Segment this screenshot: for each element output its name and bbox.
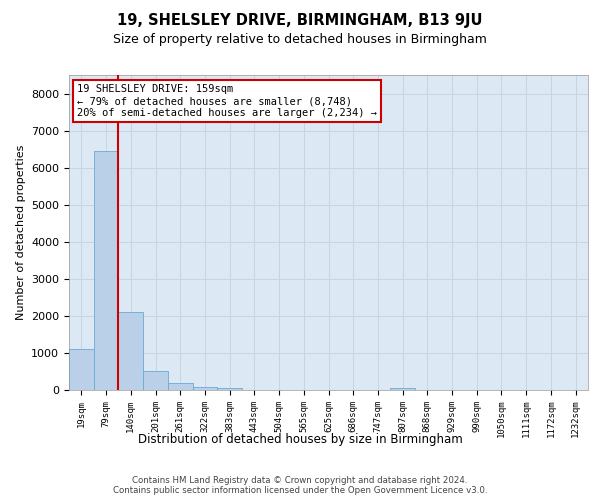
Bar [118,312,143,390]
Bar [69,349,94,390]
Text: Contains HM Land Registry data © Crown copyright and database right 2024.
Contai: Contains HM Land Registry data © Crown c… [113,476,487,495]
Text: 19, SHELSLEY DRIVE, BIRMINGHAM, B13 9JU: 19, SHELSLEY DRIVE, BIRMINGHAM, B13 9JU [117,12,483,28]
Bar [217,388,242,390]
Bar [168,382,193,390]
Text: 19 SHELSLEY DRIVE: 159sqm
← 79% of detached houses are smaller (8,748)
20% of se: 19 SHELSLEY DRIVE: 159sqm ← 79% of detac… [77,84,377,117]
Bar [143,372,168,390]
Text: Distribution of detached houses by size in Birmingham: Distribution of detached houses by size … [137,432,463,446]
Text: Size of property relative to detached houses in Birmingham: Size of property relative to detached ho… [113,32,487,46]
Y-axis label: Number of detached properties: Number of detached properties [16,145,26,320]
Bar [94,151,118,390]
Bar [193,386,217,390]
Bar [390,388,415,390]
